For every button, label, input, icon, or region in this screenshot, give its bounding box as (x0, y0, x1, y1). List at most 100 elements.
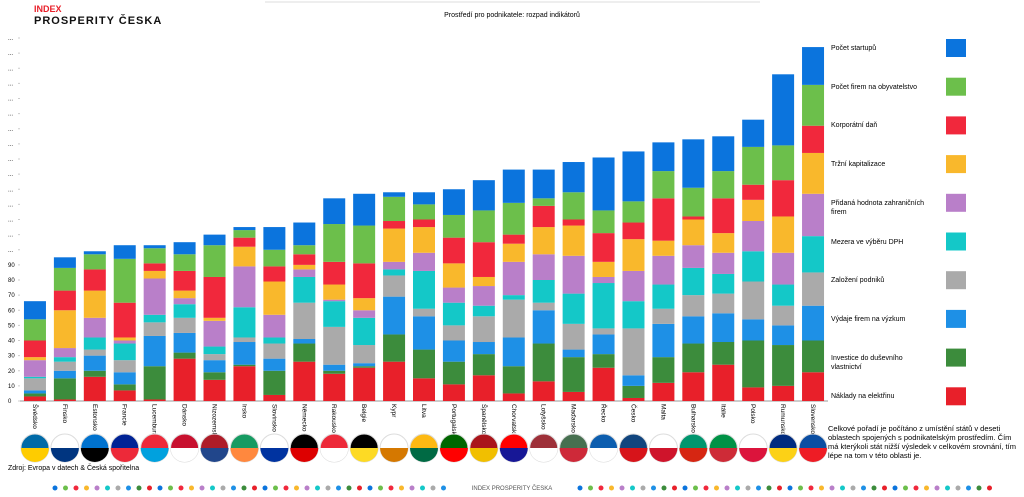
bar-segment (203, 379, 226, 401)
flag (379, 433, 409, 463)
bar-segment (203, 354, 226, 361)
bar-segment (143, 270, 166, 279)
legend-label: Investice do duševního vlastnictví (831, 354, 903, 371)
footer-icon (724, 485, 730, 491)
bar-segment (53, 348, 76, 358)
footer-icon (304, 485, 310, 491)
bar-segment (353, 263, 376, 299)
y-tick-label: 60 (8, 308, 15, 314)
footer-icon (651, 485, 656, 491)
legend-label: Přidaná hodnota zahraničních firem (831, 199, 925, 216)
bar-segment (383, 275, 406, 297)
flag-half (499, 448, 528, 462)
bar-segment (113, 302, 136, 338)
bar-segment (233, 266, 256, 308)
bar-segment (113, 384, 136, 391)
x-tick-label: Rumunsko (779, 404, 786, 435)
bar-segment (203, 317, 226, 321)
bar-segment (413, 378, 435, 401)
bar-segment (742, 184, 765, 200)
bar-segment (472, 286, 495, 306)
bar-segment (742, 251, 765, 282)
bar-segment (83, 251, 106, 255)
bar-segment (173, 270, 196, 291)
bar-segment (143, 248, 166, 264)
bar-segment (383, 334, 406, 362)
bar-segment (233, 227, 256, 231)
flag-half (589, 448, 618, 462)
flag (259, 433, 289, 463)
bar-segment (233, 366, 256, 401)
bar-segment (442, 287, 465, 303)
bar-segment (802, 272, 825, 306)
x-tick-label: Slovensko (809, 404, 816, 434)
bar-segment (143, 314, 166, 323)
bar-segment (413, 227, 435, 253)
x-tick-label: Řecko (600, 404, 609, 423)
bar-segment (23, 393, 46, 397)
bar-segment (652, 323, 675, 358)
bar-segment (353, 363, 376, 367)
bar-segment (113, 245, 136, 259)
footer-icon (714, 485, 719, 491)
bar-segment (772, 145, 795, 181)
footer-icon (945, 485, 950, 491)
bar-segment (772, 180, 795, 217)
legend-swatch (946, 116, 966, 135)
bar-segment (173, 298, 196, 305)
flag-half (679, 448, 708, 462)
bar-segment (772, 325, 795, 346)
bar-segment (233, 246, 256, 267)
footer-icon (231, 485, 236, 491)
footer-icon (147, 485, 152, 491)
bar-segment (742, 199, 765, 222)
bar-segment (562, 293, 585, 324)
x-tick-label: Portugalsko (450, 404, 457, 439)
footer-icon (346, 485, 352, 491)
bar-segment (712, 198, 735, 234)
y-tick-label: 20 (8, 369, 15, 375)
footer-icon (199, 485, 205, 491)
bar-segment (652, 198, 675, 241)
footer-icon (420, 485, 425, 491)
y-tick-label: ... (8, 51, 13, 57)
legend-label: Náklady na elektřinu (831, 393, 895, 401)
bar-segment (53, 399, 76, 401)
footer-icon (619, 485, 625, 491)
bar-segment (293, 343, 316, 362)
bar-segment (323, 198, 346, 225)
footer-icon (399, 485, 404, 491)
bar-segment (622, 201, 645, 223)
x-tick-label: Finsko (61, 404, 68, 424)
bar-segment (143, 263, 166, 271)
bar-segment (592, 233, 615, 262)
bar-segment (682, 343, 705, 373)
bar-segment (682, 372, 705, 401)
bar-segment (802, 125, 825, 153)
bar-segment (173, 317, 196, 333)
flag (618, 433, 648, 463)
footer-icon (178, 485, 184, 491)
bar-segment (53, 257, 76, 268)
footer-icon (840, 485, 845, 491)
bar-segment (442, 189, 465, 215)
flag (319, 433, 349, 463)
bar-segment (502, 337, 525, 367)
legend-swatch (946, 155, 966, 174)
bar-segment (502, 393, 525, 401)
bar-segment (173, 290, 196, 299)
y-tick-label: ... (8, 142, 13, 148)
footer-icon (966, 485, 971, 491)
footer-icon (430, 485, 436, 491)
bar-segment (682, 267, 705, 296)
bar-segment (742, 221, 765, 252)
x-tick-label: Česko (629, 404, 638, 423)
bar-segment (143, 366, 166, 400)
flag-half (200, 448, 229, 462)
bar-segment (742, 340, 765, 388)
bar-segment (652, 284, 675, 309)
flag-half (799, 448, 828, 462)
flag-half (709, 448, 738, 462)
bar-segment (712, 342, 735, 365)
footer-icon (745, 485, 751, 491)
